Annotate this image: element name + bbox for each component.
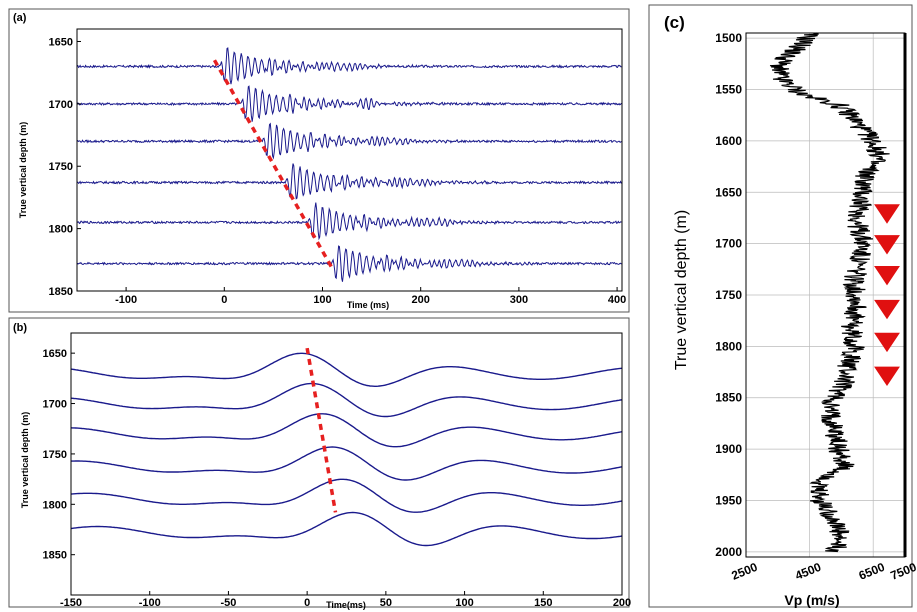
panel-a-x-ticks: -100 0 100 200 300 400 [115,287,626,306]
c-ytick-label: 2000 [715,545,742,559]
b-xtick-label: 50 [380,597,392,609]
c-vp-line [769,32,890,553]
panel-b-y-ticks: 1650 1700 1750 1800 1850 [43,348,75,562]
panel-a-frame [8,8,630,313]
panel-b-frame [8,317,630,608]
c-ytick-label: 1950 [715,493,742,507]
b-pick-line [305,347,338,513]
b-trace [70,382,623,418]
c-ytick-label: 1900 [715,442,742,456]
panel-c-ylabel: True vertical depth (m) [673,210,690,370]
c-receiver-marker [874,204,900,224]
a-trace [76,122,622,160]
panel-a-traces [76,47,622,282]
panel-c-y-ticks: 1500 1550 1600 1650 1700 1750 1800 1850 1900 1950… [715,31,742,559]
a-ytick-label: 1750 [49,161,73,173]
b-trace [70,413,623,448]
c-xtick-label: 4500 [793,560,823,583]
a-xtick-label: 100 [313,294,331,306]
c-receiver-marker [874,332,900,353]
b-xtick-label: 150 [534,597,552,609]
panel-b-x-ticks: -150 -100 -50 0 50 100 150 200 [60,591,631,609]
a-xtick-label: -100 [115,294,137,306]
a-trace [76,163,622,200]
b-ytick-label: 1750 [43,449,67,461]
b-xtick-label: -150 [60,597,82,609]
c-ytick-label: 1750 [715,288,742,302]
panel-c-letter: (c) [664,13,685,32]
a-trace [76,245,622,282]
b-trace [70,352,623,387]
c-xtick-label: 7500 [889,560,917,583]
b-xtick-label: 200 [613,597,631,609]
panel-b-traces [70,352,623,547]
a-ytick-label: 1800 [49,224,73,236]
b-trace [70,478,623,513]
a-trace [76,202,622,241]
a-trace [76,85,622,122]
c-xtick-label: 6500 [857,560,887,583]
b-xtick-label: -50 [220,597,236,609]
panel-b: (b) -150 -100 -50 0 50 100 150 200 1650 1700 1750… [8,317,631,610]
b-ytick-label: 1650 [43,348,67,360]
c-ytick-label: 1600 [715,134,742,148]
b-trace [71,446,623,481]
panel-a: (a) -100 0 100 200 300 400 1650 1700 1750 1800 18… [8,8,630,313]
panel-c: (c) 2500 4500 6500 7500 1500 1550 1600 1650 170… [648,4,917,608]
c-ytick-label: 1550 [715,83,742,97]
panel-c-frame [648,4,913,608]
panel-a-pick [212,59,334,270]
c-ytick-label: 1700 [715,237,742,251]
c-receiver-marker [874,299,900,320]
c-receiver-marker [874,265,900,286]
panel-c-receivers [874,204,900,387]
a-ytick-label: 1650 [49,36,73,48]
c-xtick-label: 2500 [730,560,760,583]
panel-b-ylabel: True vertical depth (m) [20,412,30,509]
a-pick-line [212,59,334,270]
panel-b-letter: (b) [13,322,27,334]
b-trace [70,511,623,547]
c-ytick-label: 1850 [715,391,742,405]
a-ytick-label: 1700 [49,99,73,111]
panel-a-y-ticks: 1650 1700 1750 1800 1850 [49,36,81,298]
a-xtick-label: 300 [510,294,528,306]
c-ytick-label: 1800 [715,339,742,353]
a-xtick-label: 400 [608,294,626,306]
b-xtick-label: 0 [304,597,310,609]
panel-c-x-ticks: 2500 4500 6500 7500 [730,560,917,583]
panel-a-xlabel: Time (ms) [347,300,389,310]
c-ytick-label: 1650 [715,185,742,199]
c-receiver-marker [874,366,900,387]
b-xtick-label: 100 [455,597,473,609]
panel-a-ylabel: True vertical depth (m) [18,122,28,219]
b-ytick-label: 1800 [43,499,67,511]
a-xtick-label: 200 [412,294,430,306]
a-ytick-label: 1850 [49,286,73,298]
panel-c-xlabel: Vp (m/s) [784,592,839,608]
panel-c-vp-log [769,32,890,553]
panel-b-axes [70,332,623,596]
b-ytick-label: 1700 [43,399,67,411]
a-trace [76,47,622,85]
panel-b-pick [305,347,338,513]
c-receiver-marker [874,235,900,255]
panel-b-xlabel: Time(ms) [326,600,366,610]
panel-a-axes [76,28,623,292]
b-xtick-label: -100 [139,597,161,609]
b-ytick-label: 1850 [43,550,67,562]
a-xtick-label: 0 [221,294,227,306]
c-ytick-label: 1500 [715,31,742,45]
panel-a-letter: (a) [13,12,27,24]
